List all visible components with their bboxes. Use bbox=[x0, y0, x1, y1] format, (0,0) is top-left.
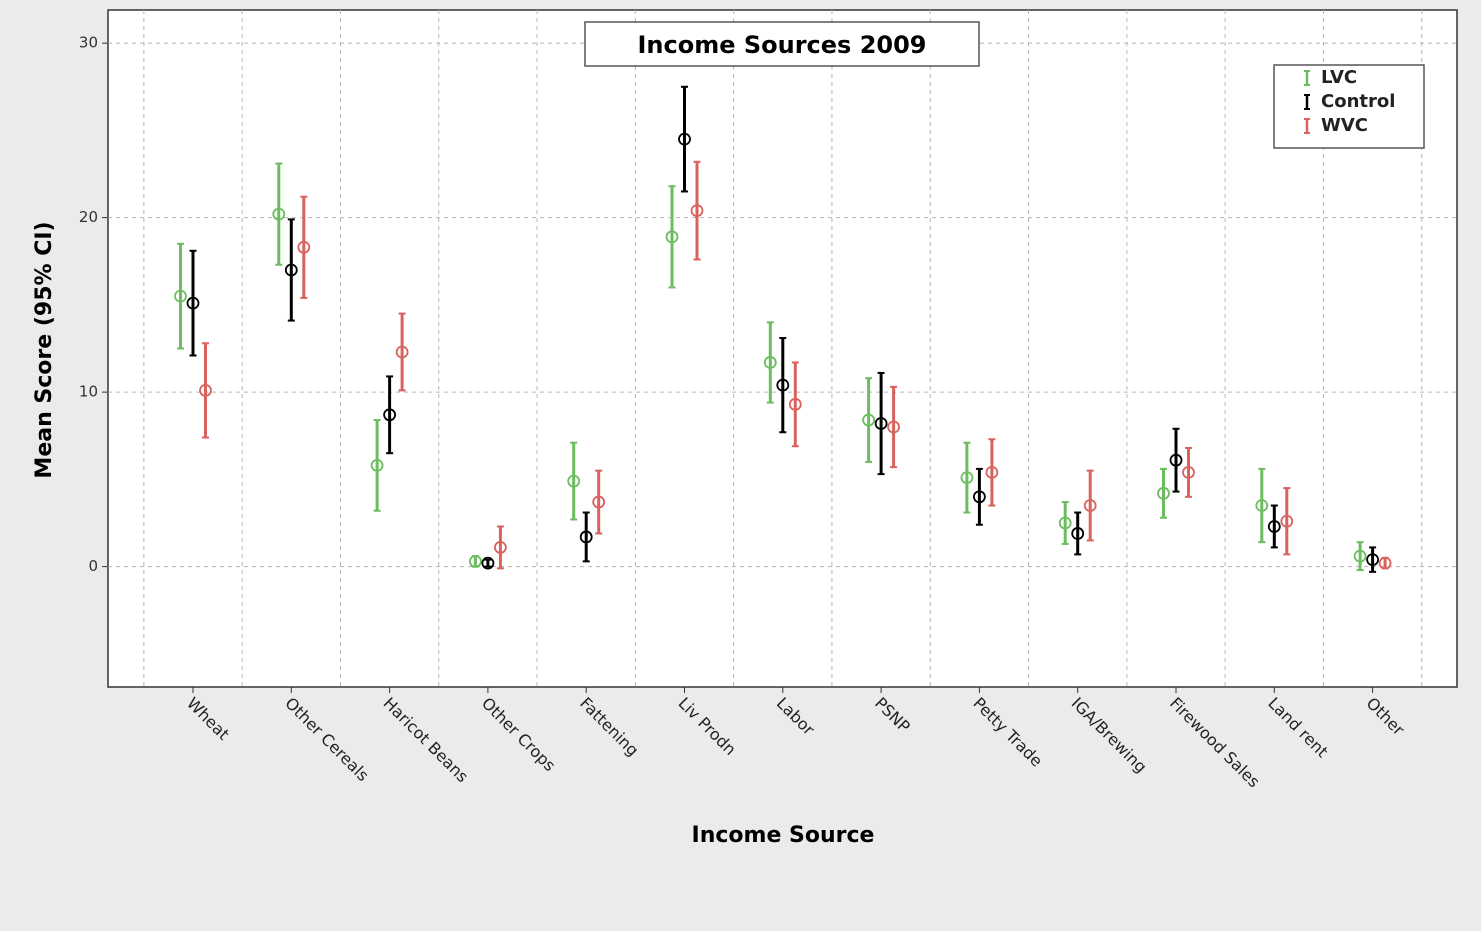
mean-marker bbox=[186, 296, 200, 310]
mean-marker bbox=[1182, 465, 1195, 479]
error-bar bbox=[865, 377, 873, 463]
error-bar bbox=[975, 467, 983, 526]
mean-marker bbox=[481, 556, 495, 570]
mean-marker bbox=[763, 356, 777, 369]
mean-marker bbox=[665, 230, 679, 244]
error-bar bbox=[386, 375, 394, 455]
mean-marker bbox=[1071, 527, 1085, 540]
y-axis-label: Mean Score (95% CI) bbox=[32, 221, 57, 478]
y-tick-label: 10 bbox=[79, 383, 98, 401]
y-tick-label: 20 bbox=[79, 208, 98, 226]
mean-marker bbox=[383, 408, 397, 422]
x-axis-label: Income Source bbox=[692, 823, 875, 848]
chart-title: Income Sources 2009 bbox=[637, 31, 926, 59]
legend-label: Control bbox=[1321, 91, 1395, 112]
error-bar bbox=[1356, 541, 1364, 572]
mean-marker bbox=[874, 417, 888, 430]
error-bar bbox=[484, 558, 492, 568]
mean-marker bbox=[1083, 499, 1097, 512]
mean-marker bbox=[174, 289, 187, 303]
error-bar bbox=[1185, 446, 1192, 498]
mean-marker bbox=[199, 383, 212, 397]
mean-marker bbox=[370, 459, 384, 472]
error-bar bbox=[877, 371, 885, 476]
error-bar bbox=[582, 511, 590, 563]
error-bar bbox=[791, 361, 799, 448]
mean-marker bbox=[1280, 514, 1294, 528]
mean-marker bbox=[579, 530, 593, 544]
mean-marker bbox=[678, 132, 691, 146]
error-bar bbox=[398, 312, 406, 392]
mean-marker bbox=[690, 204, 704, 218]
mean-marker bbox=[1169, 453, 1183, 467]
error-bar bbox=[988, 438, 996, 507]
mean-marker bbox=[1267, 520, 1281, 533]
error-bar bbox=[681, 85, 688, 193]
mean-marker bbox=[395, 345, 409, 359]
error-bar bbox=[766, 321, 774, 404]
error-bar bbox=[189, 249, 197, 357]
error-bar bbox=[1369, 546, 1377, 573]
error-bar bbox=[287, 218, 295, 322]
mean-marker bbox=[960, 471, 974, 485]
mean-marker bbox=[468, 554, 482, 568]
error-bar bbox=[1074, 511, 1082, 556]
mean-marker bbox=[592, 495, 606, 509]
error-bar bbox=[1086, 469, 1094, 542]
mean-marker bbox=[284, 263, 298, 277]
legend-label: LVC bbox=[1321, 67, 1357, 88]
mean-marker bbox=[776, 378, 790, 392]
mean-marker bbox=[1378, 556, 1392, 570]
error-bar bbox=[1172, 427, 1180, 493]
y-tick-label: 0 bbox=[88, 557, 98, 575]
error-bar bbox=[275, 162, 283, 266]
error-bar bbox=[890, 385, 898, 469]
error-bar bbox=[570, 441, 578, 521]
error-bar bbox=[1258, 467, 1266, 544]
legend-label: WVC bbox=[1321, 115, 1368, 136]
error-bar bbox=[177, 242, 184, 350]
error-bar bbox=[779, 337, 787, 434]
mean-marker bbox=[862, 413, 875, 427]
y-tick-label: 30 bbox=[79, 34, 98, 52]
mean-marker bbox=[1353, 549, 1367, 563]
mean-marker bbox=[887, 420, 900, 434]
title-box bbox=[584, 21, 980, 67]
legend-box bbox=[1273, 64, 1425, 149]
error-bar bbox=[963, 441, 971, 514]
mean-marker bbox=[297, 240, 311, 254]
error-bar bbox=[300, 195, 308, 299]
mean-marker bbox=[1058, 516, 1072, 530]
mean-marker bbox=[567, 474, 581, 488]
error-bar bbox=[1270, 504, 1278, 549]
error-bar bbox=[1283, 487, 1291, 556]
mean-marker bbox=[973, 490, 986, 504]
error-bar bbox=[595, 469, 603, 535]
error-bar bbox=[496, 525, 504, 570]
mean-marker bbox=[985, 465, 999, 479]
mean-marker bbox=[272, 207, 286, 221]
error-bar bbox=[1160, 467, 1167, 519]
mean-marker bbox=[788, 397, 802, 411]
error-bar bbox=[668, 185, 676, 289]
mean-marker bbox=[1366, 553, 1379, 567]
error-bar bbox=[202, 342, 209, 439]
mean-marker bbox=[1157, 486, 1170, 500]
error-bar bbox=[693, 160, 701, 261]
error-bar bbox=[373, 419, 381, 512]
error-bar bbox=[1061, 501, 1069, 545]
mean-marker bbox=[1255, 499, 1269, 512]
mean-marker bbox=[493, 541, 507, 554]
